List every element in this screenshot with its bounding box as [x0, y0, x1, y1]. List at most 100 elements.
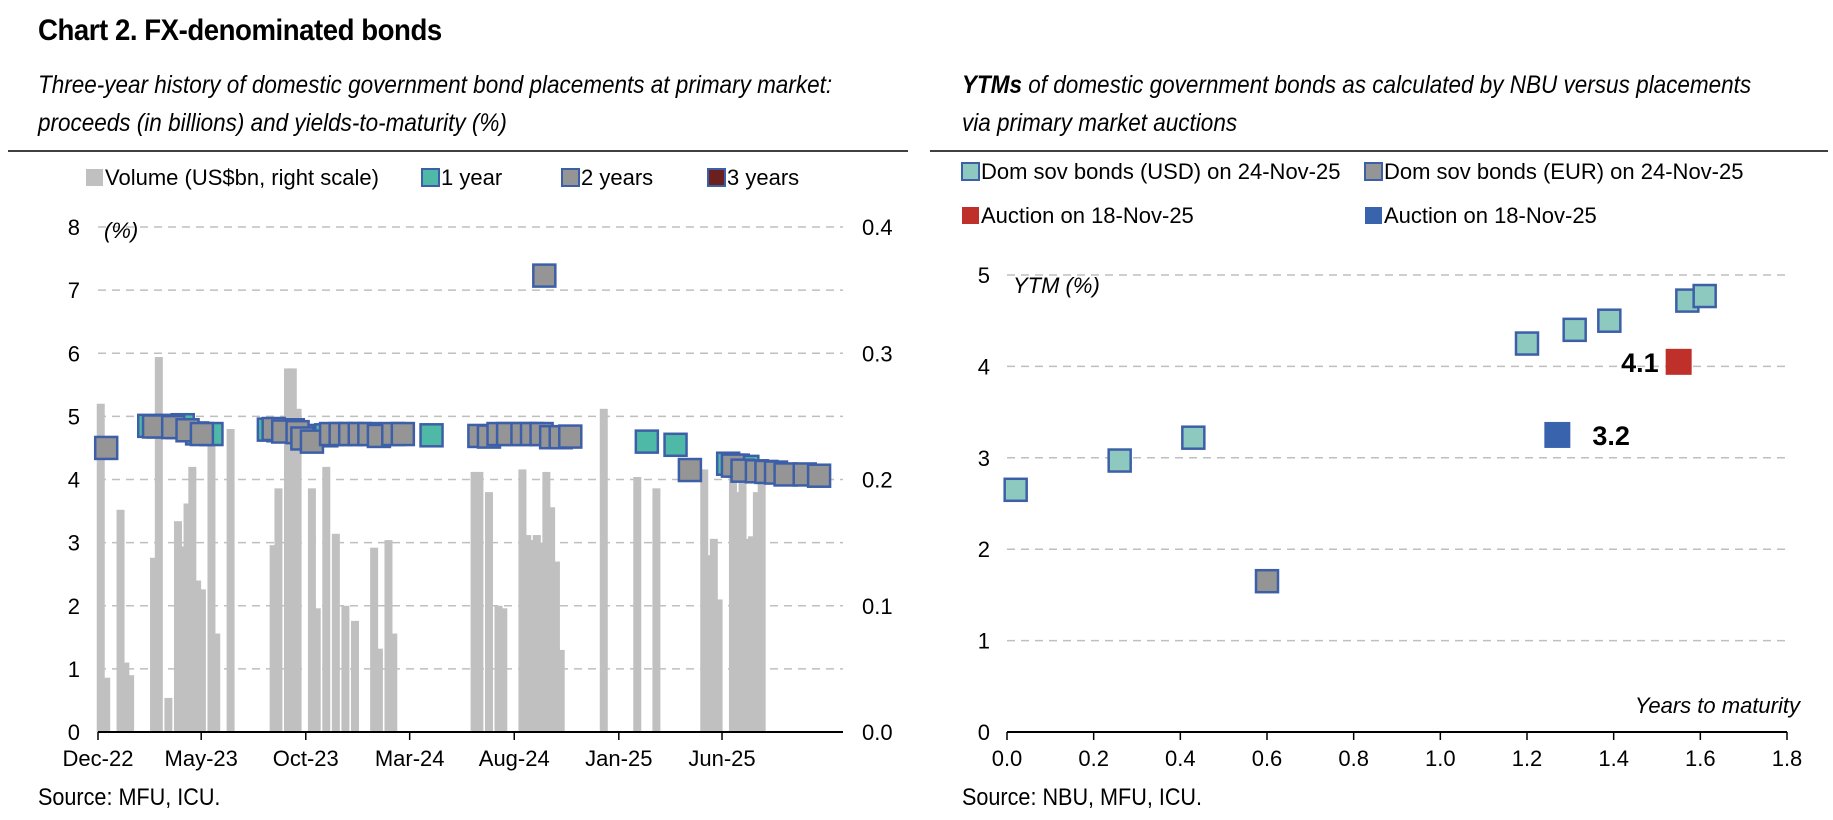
volume-bar — [705, 555, 714, 732]
volume-bar — [709, 538, 718, 732]
two-year-marker — [558, 424, 583, 449]
volume-bar — [126, 675, 135, 732]
volume-bar — [743, 538, 752, 732]
legend-auction-blue-swatch — [1365, 207, 1382, 224]
volume-bar — [150, 557, 159, 732]
volume-bar — [733, 492, 742, 732]
two-year-marker — [806, 463, 832, 488]
volume-bar — [193, 580, 202, 732]
eur-bond-marker — [1254, 568, 1280, 594]
left-subtitle-line-1: Three-year history of domestic governmen… — [38, 71, 833, 99]
volume-bar — [173, 521, 182, 732]
legend-auction-red-label: Auction on 18-Nov-25 — [981, 203, 1194, 228]
legend-usd-label: Dom sov bonds (USD) on 24-Nov-25 — [981, 159, 1340, 184]
two-year-marker — [390, 421, 416, 447]
left-subtitle-line-2: proceeds (in billions) and yields-to-mat… — [38, 109, 507, 137]
volume-bar — [164, 697, 173, 732]
right-subtitle-bold: YTMs — [962, 71, 1023, 99]
volume-bar — [274, 488, 283, 732]
volume-bar — [700, 469, 709, 732]
usd-bond-marker — [1597, 308, 1622, 333]
y-tick-label: 3 — [68, 531, 80, 556]
y-tick-label: 6 — [68, 341, 80, 366]
volume-bar — [178, 546, 187, 732]
y-tick-label: 1 — [978, 629, 990, 654]
usd-bond-marker — [1562, 317, 1587, 343]
y2-tick-label: 0.4 — [862, 215, 893, 240]
volume-bar — [312, 608, 321, 732]
volume-bar — [293, 408, 302, 732]
volume-bar — [752, 492, 761, 732]
y-tick-label: 2 — [68, 594, 80, 619]
volume-bar — [116, 509, 125, 732]
y2-tick-label: 0.3 — [862, 341, 893, 366]
legend-1-year-label: 1 year — [441, 165, 502, 190]
volume-bar — [374, 648, 383, 732]
auction-red-marker — [1665, 348, 1692, 375]
y-tick-label: 4 — [978, 354, 990, 379]
x-tick-label: 0.6 — [1252, 746, 1283, 771]
y-tick-label: 5 — [978, 263, 990, 288]
x-tick-label: Aug-24 — [479, 746, 550, 771]
one-year-marker — [634, 429, 660, 454]
usd-bond-marker — [1107, 448, 1132, 473]
volume-bar — [226, 429, 235, 732]
usd-bond-marker — [1003, 477, 1028, 503]
left-chart: 0 1 2 3 4 5 6 7 8 0.0 0.1 0.2 0.3 0.4 (%) Dec-22 May-23 O… — [63, 165, 893, 771]
volume-bar — [499, 608, 508, 732]
y-tick-label: 3 — [978, 446, 990, 471]
legend-3-years-label: 3 years — [727, 165, 799, 190]
y-axis-label: YTM (%) — [1013, 273, 1100, 298]
legend-volume-label: Volume (US$bn, right scale) — [105, 165, 379, 190]
volume-bar — [341, 605, 350, 732]
volume-bar — [599, 408, 608, 732]
one-year-marker — [419, 423, 444, 448]
right-subtitle-line-2: via primary market auctions — [962, 109, 1238, 137]
volume-bar — [389, 633, 398, 732]
usd-bond-marker — [1514, 331, 1540, 356]
volume-bar — [121, 662, 130, 732]
y-tick-label: 0 — [68, 720, 80, 745]
volume-bar — [288, 368, 297, 732]
legend-eur-swatch — [1364, 162, 1383, 181]
x-tick-label: 0.0 — [992, 746, 1023, 771]
volume-bar — [322, 466, 331, 732]
x-tick-label: May-23 — [165, 746, 238, 771]
volume-bar — [542, 471, 551, 732]
volume-bar — [331, 533, 340, 732]
volume-bar — [523, 535, 532, 732]
y-tick-label: 7 — [68, 278, 80, 303]
left-subtitle: Three-year history of domestic governmen… — [38, 66, 832, 142]
volume-bar — [197, 589, 206, 732]
x-tick-label: Jun-25 — [688, 746, 755, 771]
y2-tick-label: 0.2 — [862, 468, 893, 493]
legend-1-year-swatch — [421, 168, 440, 187]
legend-eur-label: Dom sov bonds (EUR) on 24-Nov-25 — [1384, 159, 1743, 184]
two-year-marker — [93, 435, 119, 461]
legend-volume-swatch — [86, 169, 103, 186]
volume-bar — [757, 473, 766, 732]
x-tick-label: Oct-23 — [273, 746, 339, 771]
volume-bar — [96, 403, 105, 732]
volume-bar — [284, 368, 293, 732]
volume-bar — [183, 503, 192, 732]
x-tick-label: Jan-25 — [585, 746, 652, 771]
volume-bar — [728, 473, 737, 732]
volume-bar — [269, 545, 278, 732]
y-tick-label: 4 — [68, 468, 80, 493]
usd-bond-marker — [1181, 425, 1206, 450]
volume-bar — [102, 677, 111, 732]
auction-red-data-label: 4.1 — [1621, 348, 1659, 378]
two-year-marker — [532, 263, 557, 288]
volume-bar — [551, 561, 560, 732]
volume-bar — [547, 507, 556, 732]
right-subtitle-line-1: YTMs of domestic government bonds as cal… — [962, 66, 1751, 104]
volume-bar — [470, 471, 479, 732]
x-tick-label: Mar-24 — [375, 746, 445, 771]
usd-bond-marker — [1692, 283, 1717, 309]
x-tick-label: 1.8 — [1772, 746, 1803, 771]
volume-bar — [532, 535, 541, 732]
volume-bar — [475, 471, 484, 732]
volume-bar — [484, 492, 493, 732]
